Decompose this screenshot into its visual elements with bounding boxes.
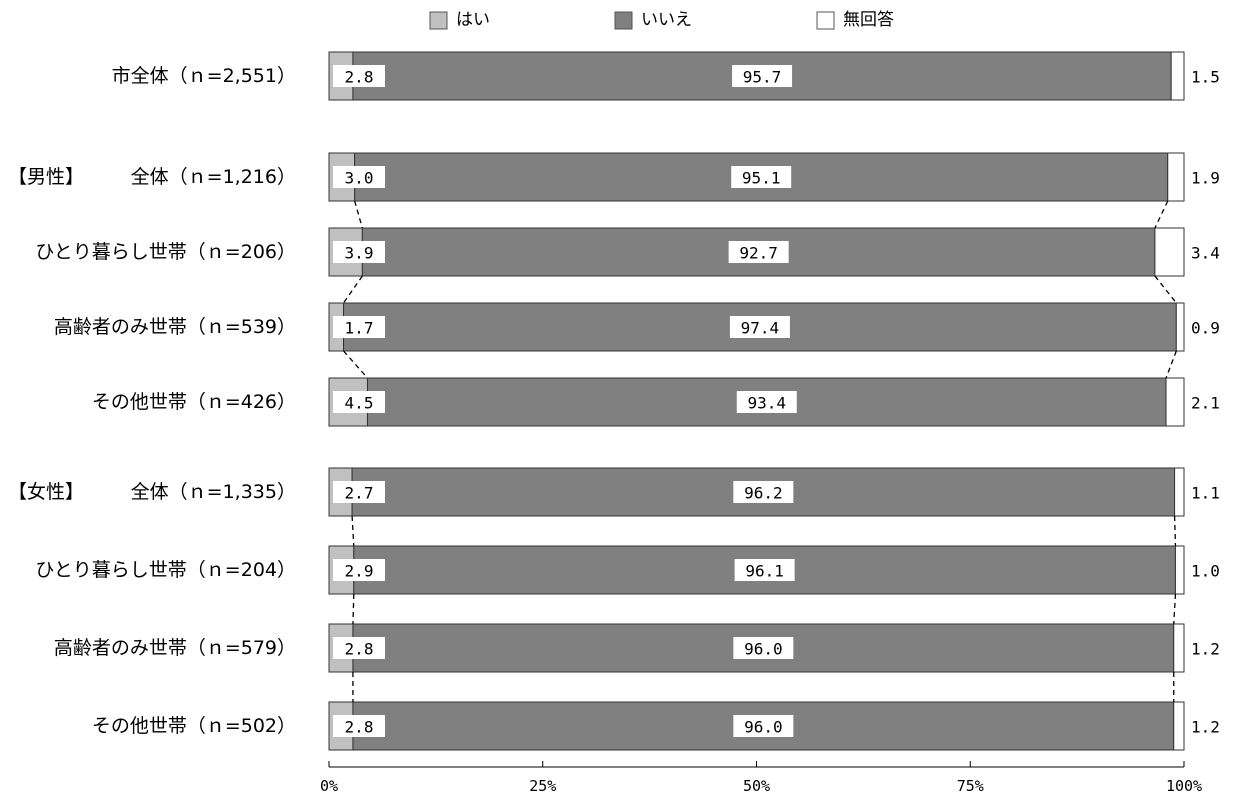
value-label-2-1: 92.7 bbox=[739, 244, 778, 263]
value-label-2-0: 3.9 bbox=[345, 244, 374, 263]
value-label-5-1: 96.2 bbox=[744, 484, 783, 503]
connector-line-0-2-1 bbox=[1165, 350, 1177, 379]
x-tick-label-4: 100% bbox=[1166, 777, 1202, 795]
category-label-7: 高齢者のみ世帯（ｎ=579） bbox=[54, 637, 296, 659]
value-box-7-1 bbox=[733, 637, 794, 659]
value-label-4-2: 2.1 bbox=[1191, 394, 1220, 413]
bar-segment-0-2 bbox=[1170, 51, 1185, 101]
bar-segment-5-2 bbox=[1174, 467, 1185, 517]
legend-label-2: 無回答 bbox=[843, 10, 894, 30]
value-label-7-2: 1.2 bbox=[1191, 640, 1220, 659]
value-label-7-0: 2.8 bbox=[345, 640, 374, 659]
value-label-6-1: 96.1 bbox=[745, 562, 784, 581]
bar-segment-1-2 bbox=[1167, 152, 1185, 202]
x-tick-label-1: 25% bbox=[529, 777, 556, 795]
bar-segment-8-2 bbox=[1173, 701, 1185, 751]
connector-line-0-1-0 bbox=[343, 275, 363, 304]
group-label-1: 【男性】 bbox=[8, 166, 84, 188]
legend-swatch-2 bbox=[816, 11, 835, 30]
value-label-6-2: 1.0 bbox=[1191, 562, 1220, 581]
value-label-2-2: 3.4 bbox=[1191, 244, 1220, 263]
value-box-5-1 bbox=[733, 481, 794, 503]
value-label-8-0: 2.8 bbox=[345, 718, 374, 737]
connector-line-0-2-0 bbox=[343, 350, 368, 379]
value-box-2-0 bbox=[333, 241, 385, 263]
bar-segment-3-2 bbox=[1175, 302, 1185, 352]
value-label-1-0: 3.0 bbox=[345, 169, 374, 188]
value-label-7-1: 96.0 bbox=[744, 640, 783, 659]
value-box-5-0 bbox=[333, 481, 385, 503]
bar-segment-6-2 bbox=[1174, 545, 1185, 595]
value-label-5-0: 2.7 bbox=[345, 484, 374, 503]
category-label-0: 市全体（ｎ=2,551） bbox=[112, 65, 296, 87]
group-label-5: 【女性】 bbox=[8, 481, 84, 503]
category-label-8: その他世帯（ｎ=502） bbox=[92, 715, 296, 737]
connector-line-1-0-0 bbox=[351, 515, 355, 547]
value-label-8-1: 96.0 bbox=[744, 718, 783, 737]
category-label-4: その他世帯（ｎ=426） bbox=[92, 391, 296, 413]
x-tick-label-3: 75% bbox=[957, 777, 984, 795]
value-label-1-1: 95.1 bbox=[742, 169, 781, 188]
value-label-0-2: 1.5 bbox=[1191, 68, 1220, 87]
connector-line-0-0-1 bbox=[1154, 200, 1169, 229]
value-label-8-2: 1.2 bbox=[1191, 718, 1220, 737]
value-label-0-0: 2.8 bbox=[345, 68, 374, 87]
value-label-3-1: 97.4 bbox=[741, 319, 780, 338]
value-label-1-2: 1.9 bbox=[1191, 169, 1220, 188]
connector-line-0-0-0 bbox=[354, 200, 363, 229]
value-box-4-0 bbox=[333, 391, 385, 413]
value-label-5-2: 1.1 bbox=[1191, 484, 1220, 503]
value-box-6-0 bbox=[333, 559, 385, 581]
category-label-5: 全体（ｎ=1,335） bbox=[131, 481, 296, 503]
value-label-4-1: 93.4 bbox=[747, 394, 786, 413]
category-label-3: 高齢者のみ世帯（ｎ=539） bbox=[54, 316, 296, 338]
connector-line-1-1-1 bbox=[1173, 593, 1177, 625]
value-label-0-1: 95.7 bbox=[743, 68, 782, 87]
value-label-3-2: 0.9 bbox=[1191, 319, 1220, 338]
value-box-1-0 bbox=[333, 166, 385, 188]
value-label-3-0: 1.7 bbox=[345, 319, 374, 338]
bar-segment-4-2 bbox=[1165, 377, 1185, 427]
category-label-2: ひとり暮らし世帯（ｎ=206） bbox=[35, 241, 296, 263]
value-label-4-0: 4.5 bbox=[345, 394, 374, 413]
x-tick-label-0: 0% bbox=[320, 777, 338, 795]
connector-line-1-1-0 bbox=[352, 593, 355, 625]
legend-label-1: いいえ bbox=[641, 10, 692, 30]
bar-segment-2-2 bbox=[1154, 227, 1185, 277]
bar-segment-7-2 bbox=[1173, 623, 1185, 673]
value-box-6-1 bbox=[734, 559, 795, 581]
value-label-6-0: 2.9 bbox=[345, 562, 374, 581]
value-box-7-0 bbox=[333, 637, 385, 659]
connector-line-1-0-1 bbox=[1173, 515, 1177, 547]
value-box-8-0 bbox=[333, 715, 385, 737]
category-label-6: ひとり暮らし世帯（ｎ=204） bbox=[35, 559, 296, 581]
legend-label-0: はい bbox=[456, 10, 490, 30]
legend-swatch-0 bbox=[429, 11, 448, 30]
value-box-3-0 bbox=[333, 316, 385, 338]
legend-swatch-1 bbox=[614, 11, 633, 30]
category-label-1: 全体（ｎ=1,216） bbox=[131, 166, 296, 188]
value-box-1-1 bbox=[731, 166, 792, 188]
value-box-0-1 bbox=[732, 65, 793, 87]
value-box-3-1 bbox=[729, 316, 790, 338]
value-box-0-0 bbox=[333, 65, 385, 87]
x-tick-label-2: 50% bbox=[743, 777, 770, 795]
value-box-2-1 bbox=[728, 241, 789, 263]
connector-line-0-1-1 bbox=[1154, 275, 1177, 304]
value-box-8-1 bbox=[733, 715, 794, 737]
value-box-4-1 bbox=[736, 391, 797, 413]
